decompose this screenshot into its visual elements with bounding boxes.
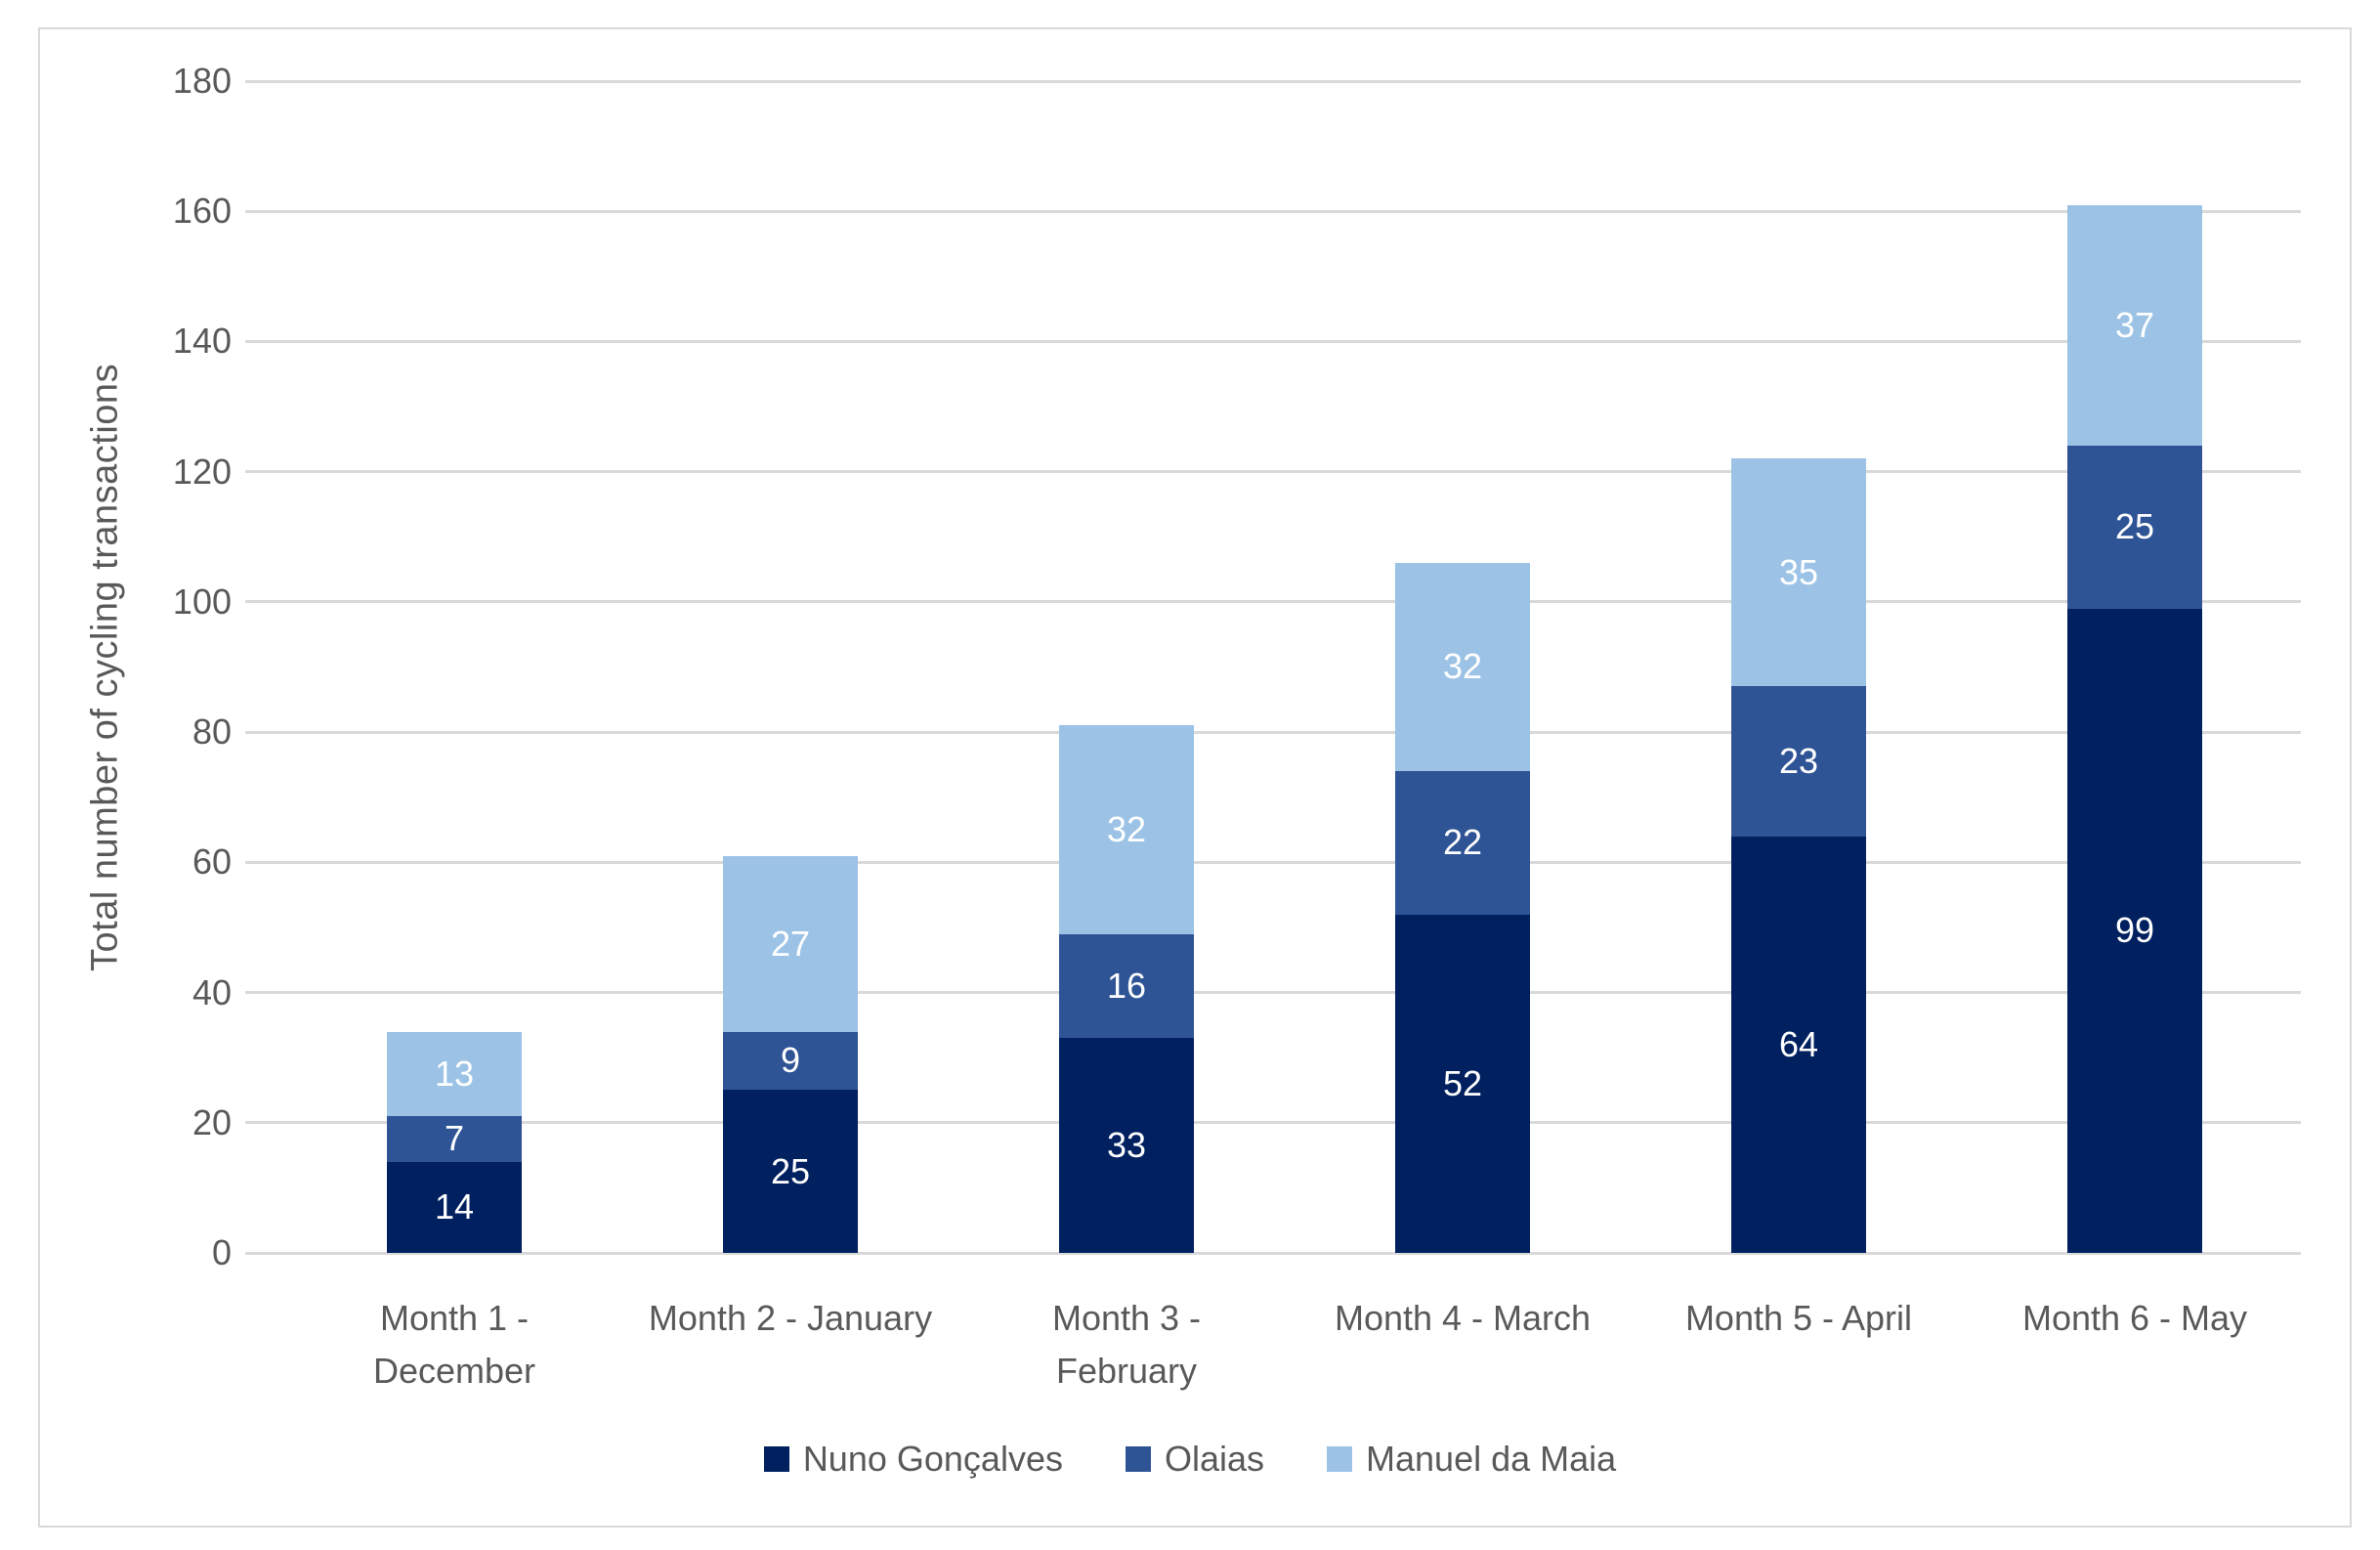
x-axis-category-label: Month 4 - March [1295,1292,1631,1345]
bar-segment-nuno-gon-alves: 33 [1059,1038,1194,1253]
bar-value-label: 37 [2114,304,2155,345]
legend-label: Olaias [1164,1439,1265,1479]
x-axis-category-label: Month 1 - December [286,1292,622,1398]
x-axis-label-line: Month 3 - [1051,1298,1202,1338]
legend-item: Manuel da Maia [1327,1439,1616,1480]
gridline [245,470,2301,474]
x-axis-category-label: Month 2 - January [622,1292,958,1345]
y-tick-label: 40 [191,971,232,1012]
x-axis-category-label: Month 6 - May [1967,1292,2303,1345]
bar-value-label: 7 [444,1118,465,1159]
bar-segment-olaias: 7 [387,1116,522,1162]
bar-value-label: 13 [434,1053,475,1094]
x-axis-category-label: Month 3 - February [958,1292,1295,1398]
legend-swatch-icon [763,1446,789,1472]
bar-value-label: 25 [2114,506,2155,547]
bar-segment-manuel-da-maia: 37 [2067,204,2202,446]
bar-value-label: 25 [770,1150,811,1191]
x-axis-label-line: Month 2 - January [648,1298,933,1338]
bar-value-label: 52 [1442,1062,1483,1103]
x-axis-label-line: Month 5 - April [1684,1298,1913,1338]
x-axis-label-line: December [372,1351,536,1391]
bar-segment-nuno-gon-alves: 52 [1395,914,1530,1253]
legend: Nuno Gonçalves Olaias Manuel da Maia [0,1439,2380,1480]
gridline [245,339,2301,343]
gridline [245,79,2301,83]
x-axis-label-line: Month 1 - [379,1298,530,1338]
gridline [245,209,2301,213]
bar-value-label: 9 [780,1040,801,1081]
bar-segment-manuel-da-maia: 32 [1395,562,1530,772]
y-tick-label: 60 [191,841,232,883]
legend-label: Nuno Gonçalves [802,1439,1063,1479]
chart-area-border [38,27,2352,1528]
x-axis-label-line: Month 4 - March [1334,1298,1592,1338]
y-tick-label: 20 [191,1101,232,1142]
y-tick-label: 120 [172,451,232,492]
bar-value-label: 16 [1106,965,1147,1006]
bar-value-label: 64 [1778,1023,1819,1064]
y-tick-label: 80 [191,711,232,753]
bar-segment-manuel-da-maia: 32 [1059,725,1194,934]
bar-value-label: 32 [1106,809,1147,849]
gridline [245,860,2301,864]
bar-value-label: 22 [1442,822,1483,863]
gridline [245,1121,2301,1125]
legend-label: Manuel da Maia [1366,1439,1617,1479]
x-axis-label-line: Month 6 - May [2021,1298,2248,1338]
bar-segment-manuel-da-maia: 13 [387,1031,522,1117]
bar-segment-olaias: 23 [1731,686,1866,837]
x-axis-label-line: February [1055,1351,1198,1391]
bar-segment-olaias: 16 [1059,933,1194,1039]
bar-segment-olaias: 25 [2067,446,2202,609]
y-tick-label: 160 [172,191,232,232]
bar-value-label: 33 [1106,1125,1147,1166]
bar-value-label: 99 [2114,910,2155,951]
legend-item: Nuno Gonçalves [763,1439,1063,1480]
bar-segment-nuno-gon-alves: 25 [723,1090,858,1253]
bar-value-label: 27 [770,923,811,964]
bar-segment-olaias: 22 [1395,771,1530,915]
bar-value-label: 35 [1778,551,1819,592]
bar-value-label: 32 [1442,646,1483,687]
legend-swatch-icon [1125,1446,1151,1472]
bar-segment-manuel-da-maia: 35 [1731,458,1866,687]
bar-segment-nuno-gon-alves: 14 [387,1161,522,1253]
gridline [245,991,2301,995]
bar-segment-nuno-gon-alves: 99 [2067,608,2202,1253]
y-tick-label: 180 [172,61,232,101]
y-tick-label: 140 [172,321,232,362]
bar-value-label: 23 [1778,741,1819,782]
legend-swatch-icon [1327,1446,1353,1472]
legend-item: Olaias [1125,1439,1265,1480]
bar-value-label: 14 [434,1186,475,1227]
x-axis-line [245,1251,2301,1255]
bar-segment-olaias: 9 [723,1031,858,1091]
gridline [245,600,2301,604]
y-tick-label: 0 [211,1232,232,1272]
y-tick-label: 100 [172,581,232,622]
gridline [245,730,2301,734]
bar-segment-nuno-gon-alves: 64 [1731,836,1866,1253]
x-axis-category-label: Month 5 - April [1631,1292,1967,1345]
bar-segment-manuel-da-maia: 27 [723,855,858,1032]
